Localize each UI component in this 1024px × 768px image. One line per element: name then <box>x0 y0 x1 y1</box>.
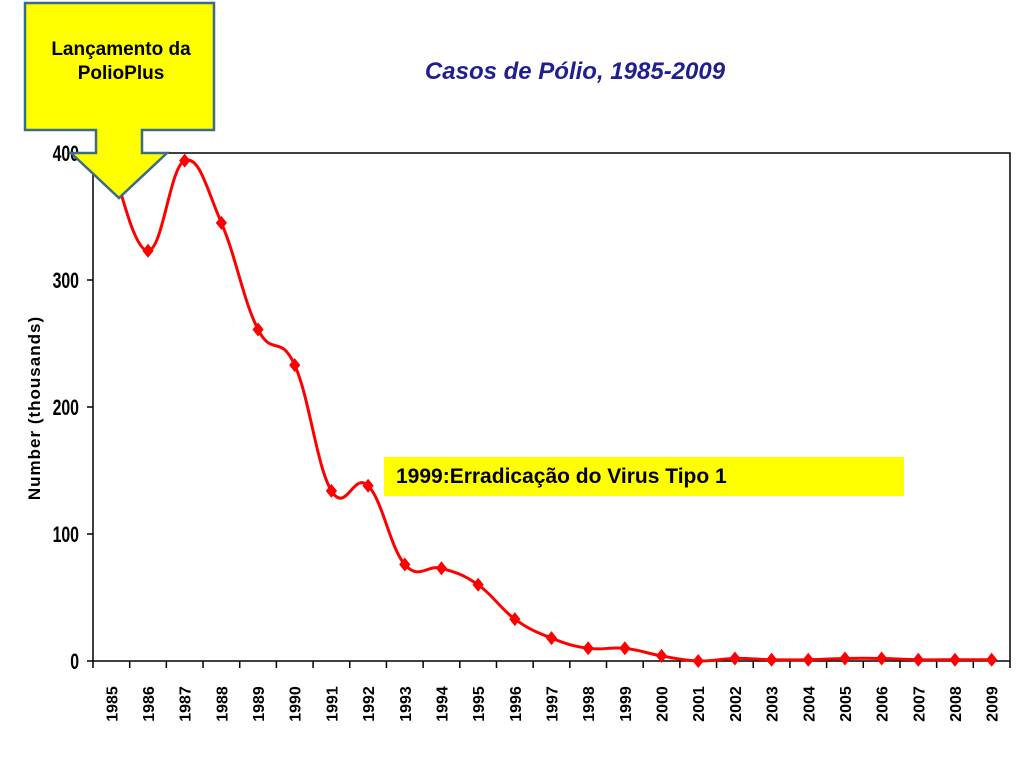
data-point <box>582 641 594 656</box>
x-tick-label: 1992 <box>361 686 378 722</box>
x-tick-label: 1998 <box>581 686 598 722</box>
y-tick-label: 0 <box>70 651 79 675</box>
series-line <box>109 158 992 663</box>
y-tick-label: 100 <box>53 524 79 548</box>
x-tick-label: 2001 <box>691 686 708 722</box>
x-tick-label: 1997 <box>545 686 562 722</box>
data-point <box>142 243 154 258</box>
x-tick-label: 1988 <box>214 686 231 722</box>
milestone-label: 1999:Erradicação do Virus Tipo 1 <box>396 465 727 488</box>
x-tick-label: 1986 <box>141 686 158 722</box>
x-axis: 1985 1986 1987 1988 1989 1990 1991 1992 1993 1994… <box>92 661 1011 722</box>
x-tick-label: 1995 <box>471 686 488 722</box>
x-tick-label: 1999 <box>618 686 635 722</box>
x-tick-label: 1987 <box>178 686 195 722</box>
x-tick-label: 1989 <box>251 686 268 722</box>
data-point <box>325 483 338 498</box>
x-tick-label: 2005 <box>838 686 855 722</box>
plot-frame <box>92 152 1011 662</box>
data-point <box>179 153 191 168</box>
x-tick-label: 1993 <box>398 686 415 722</box>
callout-arrow <box>23 1 216 200</box>
y-tick-label: 300 <box>53 270 79 294</box>
callout-label: Lançamento da PolioPlus <box>51 39 191 84</box>
data-point <box>692 654 704 668</box>
data-point <box>509 612 521 627</box>
x-tick-label: 2008 <box>948 686 965 722</box>
y-axis-label: Number (thousands) <box>25 315 44 501</box>
data-point <box>362 478 374 493</box>
data-point <box>435 561 448 576</box>
data-point <box>876 651 888 666</box>
data-point <box>289 358 301 373</box>
x-tick-label: 2006 <box>875 686 892 722</box>
y-tick-label: 200 <box>53 397 79 421</box>
data-point <box>252 322 264 337</box>
data-point <box>912 652 924 667</box>
x-tick-label: 2000 <box>655 686 672 722</box>
data-point <box>839 651 851 666</box>
x-tick-label: 1996 <box>508 686 525 722</box>
x-tick-label: 1985 <box>104 686 121 722</box>
data-point <box>802 652 814 667</box>
data-point <box>215 215 227 230</box>
milestone-box: 1999:Erradicação do Virus Tipo 1 <box>384 457 904 496</box>
data-point <box>545 631 558 646</box>
data-point <box>986 652 998 667</box>
chart-title: Casos de Pólio, 1985-2009 <box>424 58 726 85</box>
x-tick-label: 2002 <box>728 686 745 722</box>
x-tick-label: 2003 <box>765 686 782 722</box>
data-point <box>619 641 631 656</box>
data-point <box>399 557 411 572</box>
x-tick-label: 1990 <box>288 686 305 722</box>
data-point <box>765 652 778 667</box>
series-markers <box>105 153 998 668</box>
x-tick-label: 1991 <box>324 686 341 722</box>
callout-arrow-shape <box>23 1 216 200</box>
x-tick-label: 1994 <box>434 686 451 722</box>
data-point <box>949 652 961 667</box>
x-tick-label: 2009 <box>985 686 1002 722</box>
data-point <box>472 577 484 592</box>
x-tick-label: 2004 <box>801 686 818 722</box>
data-point <box>729 651 741 666</box>
x-tick-label: 2007 <box>911 686 928 722</box>
data-point <box>655 648 668 663</box>
